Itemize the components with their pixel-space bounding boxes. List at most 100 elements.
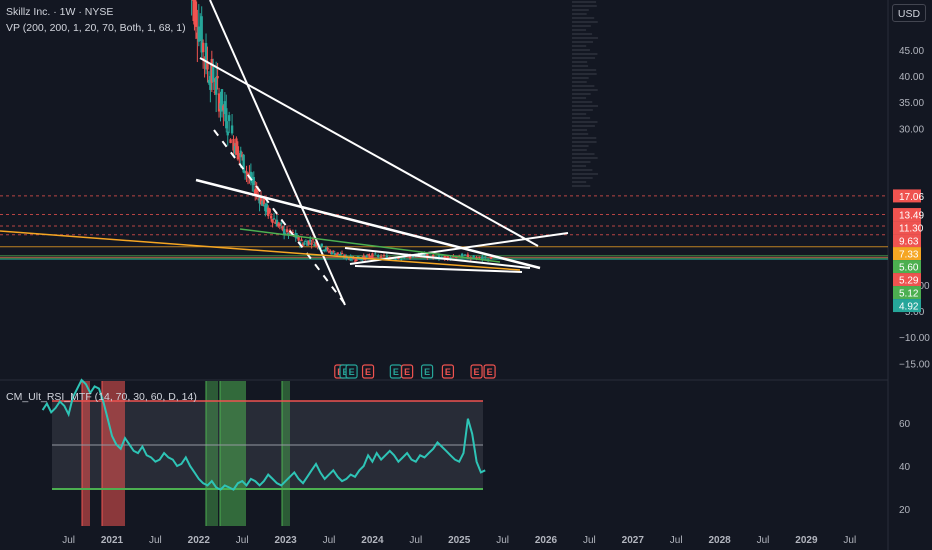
rsi-signal-zone [82,381,90,526]
candle-body [324,247,328,251]
trendline-wedge-top[interactable] [344,247,531,269]
candle-body [333,253,336,256]
candle-body [196,32,199,39]
time-axis[interactable]: Jul 2021 Jul 2022 Jul 2023 Jul 2024 Jul 2025 Jul 20… [62,535,856,546]
price-labels: 17.06 13.49 11.30 9.63 7.33 5.60 5.29 5.12 4.92 [893,189,924,313]
candle-body [336,252,339,255]
time-tick-label: Jul [843,535,856,546]
symbol-legend[interactable]: Skillz Inc. · 1W · NYSE [6,6,114,18]
candle-body [199,28,202,35]
candle-body [337,254,341,256]
price-label-text: 7.33 [899,250,919,261]
price-label-text: 17.06 [899,192,924,203]
candle-body [472,255,475,258]
candle-body [203,57,206,59]
vp-indicator-legend[interactable]: VP (200, 200, 1, 20, 70, Both, 1, 68, 1) [6,22,186,34]
trendline-steep[interactable] [209,0,346,306]
time-tick-label: 2026 [535,535,558,546]
earnings-marker[interactable] [361,364,375,379]
time-tick-label: 2028 [708,535,731,546]
candle-body [201,42,205,53]
earnings-markers[interactable]: EEEEEEEEEE [334,364,496,379]
candle-body [400,258,403,260]
trendline-upper[interactable] [199,57,539,247]
price-label-badge [893,260,921,274]
candle-body [343,254,347,258]
candle-body [242,154,245,173]
candle-body [194,1,198,27]
earnings-marker[interactable] [470,364,483,379]
price-tick-label: 30.00 [899,124,924,135]
candle-body [320,243,323,247]
trendline-middle[interactable] [195,178,541,270]
candle-body [322,249,325,251]
candle-body [307,240,310,245]
earnings-marker-glyph: E [404,367,410,377]
candle-body [239,150,242,158]
candle-body [227,115,231,122]
candle-body [277,223,280,227]
price-label-badge [893,299,921,313]
candle-body [478,256,481,258]
candle-body [252,177,255,185]
earnings-marker[interactable] [401,364,414,379]
earnings-marker-glyph: E [349,367,355,377]
candle-body [352,257,355,260]
price-tick-label: 40.00 [899,72,924,83]
price-label-badge [893,189,921,203]
candle-body [443,255,446,259]
candle-body [365,255,368,258]
candle-body [200,16,203,53]
rsi-tick-label: 60 [899,419,911,430]
time-tick-label: Jul [149,535,162,546]
candle-body [217,93,221,112]
rsi-axis[interactable]: 60 40 20 [899,419,911,516]
candle-body [269,215,273,219]
candle-body [355,257,358,262]
candle-body [272,218,276,220]
time-tick-label: 2023 [274,535,297,546]
trendline-orange[interactable] [0,230,521,271]
price-tick-label: −5.00 [899,307,925,318]
candle-body [280,222,283,224]
trendline-wedge-rising[interactable] [349,232,569,265]
candle-body [225,108,228,129]
candle-body [329,250,332,252]
candle-body [262,197,266,204]
rsi-indicator-legend[interactable]: CM_Ult_RSI_MTF (14, 70, 30, 60, D, 14) [6,391,197,403]
candle-body [446,255,449,260]
candle-body [265,203,268,212]
candle-body [291,232,295,234]
candle-body [236,146,240,160]
candle-body [204,43,208,70]
earnings-marker[interactable] [420,364,434,379]
candle-body [455,257,458,259]
candle-body [394,258,397,260]
trendline-dashed[interactable] [213,129,349,309]
time-tick-label: Jul [757,535,770,546]
earnings-marker[interactable] [345,364,358,379]
candle-body [449,257,452,259]
rsi-pane [41,378,486,526]
candle-body [191,0,195,1]
time-tick-label: Jul [670,535,683,546]
trendline-wedge-bottom[interactable] [354,265,523,273]
rsi-signal-zone [220,381,246,526]
currency-button[interactable]: USD [892,4,926,22]
time-tick-label: 2027 [622,535,645,546]
candle-body [264,204,267,212]
price-label-text: 9.63 [899,237,919,248]
earnings-marker[interactable] [483,364,496,379]
candle-body [254,189,257,196]
candle-body [374,253,377,255]
price-label-text: 11.30 [899,224,924,235]
trendline-green[interactable] [239,228,501,263]
rsi-signal-zone [282,381,290,526]
candle-body [431,254,435,258]
earnings-marker[interactable] [441,364,455,379]
candle-body [271,219,274,223]
time-tick-label: 2024 [361,535,384,546]
candle-body [310,243,313,245]
